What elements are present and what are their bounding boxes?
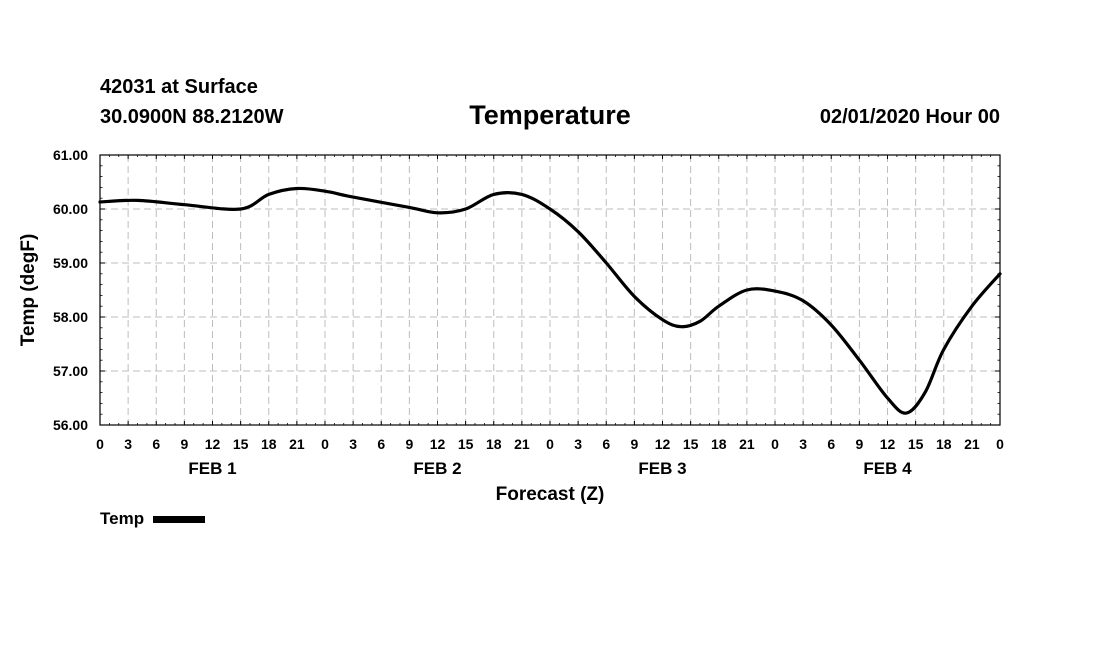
x-tick-label: 0 <box>96 436 104 452</box>
forecast-datetime: 02/01/2020 Hour 00 <box>819 106 1000 128</box>
temp-series-line <box>98 186 1002 415</box>
x-tick-label: 9 <box>855 436 863 452</box>
x-tick-label: 3 <box>574 436 582 452</box>
day-label: FEB 3 <box>638 459 686 478</box>
x-tick-label: 6 <box>602 436 610 452</box>
x-tick-label: 6 <box>377 436 385 452</box>
x-tick-label: 18 <box>486 436 502 452</box>
x-tick-label: 12 <box>430 436 446 452</box>
x-tick-label: 9 <box>630 436 638 452</box>
x-tick-label: 12 <box>205 436 221 452</box>
x-tick-label: 3 <box>124 436 132 452</box>
x-tick-label: 0 <box>321 436 329 452</box>
x-tick-label: 21 <box>514 436 530 452</box>
x-tick-label: 0 <box>771 436 779 452</box>
x-tick-label: 21 <box>964 436 980 452</box>
y-tick-label: 61.00 <box>53 147 88 163</box>
station-label: 42031 at Surface <box>100 76 258 98</box>
x-axis-title: Forecast (Z) <box>496 484 605 505</box>
coordinates-label: 30.0900N 88.2120W <box>100 106 284 128</box>
x-tick-label: 18 <box>936 436 952 452</box>
x-tick-label: 0 <box>546 436 554 452</box>
chart-title: Temperature <box>469 100 631 130</box>
x-tick-label: 9 <box>405 436 413 452</box>
x-tick-label: 18 <box>711 436 727 452</box>
legend-swatch <box>153 515 206 523</box>
y-tick-label: 60.00 <box>53 201 88 217</box>
plot-frame <box>99 154 1001 426</box>
y-tick-label: 56.00 <box>53 417 88 433</box>
series-layer <box>98 186 1002 415</box>
legend: Temp <box>100 509 206 529</box>
day-label: FEB 2 <box>413 459 461 478</box>
y-tick-label: 58.00 <box>53 309 88 325</box>
x-tick-label: 15 <box>458 436 474 452</box>
axis-labels: 0 3 6 9 12 15 18 21 0 3 6 9 12 15 18 21 0 3 6 9 12 15 18 21 0 3 6 9… <box>53 147 1004 478</box>
x-tick-label: 15 <box>233 436 249 452</box>
x-tick-label: 3 <box>799 436 807 452</box>
x-tick-label: 15 <box>683 436 699 452</box>
day-label: FEB 1 <box>188 459 236 478</box>
y-tick-label: 59.00 <box>53 255 88 271</box>
day-label: FEB 4 <box>863 459 912 478</box>
x-tick-label: 15 <box>908 436 924 452</box>
x-tick-label: 21 <box>289 436 305 452</box>
x-tick-label: 0 <box>996 436 1004 452</box>
x-tick-label: 12 <box>655 436 671 452</box>
x-tick-label: 3 <box>349 436 357 452</box>
x-tick-label: 12 <box>880 436 896 452</box>
x-tick-label: 9 <box>180 436 188 452</box>
x-tick-label: 6 <box>827 436 835 452</box>
x-tick-label: 6 <box>152 436 160 452</box>
x-tick-label: 21 <box>739 436 755 452</box>
y-axis-title: Temp (degF) <box>18 234 39 347</box>
y-tick-label: 57.00 <box>53 363 88 379</box>
grid-lines <box>100 155 1000 425</box>
x-tick-label: 18 <box>261 436 277 452</box>
legend-label: Temp <box>100 509 145 528</box>
